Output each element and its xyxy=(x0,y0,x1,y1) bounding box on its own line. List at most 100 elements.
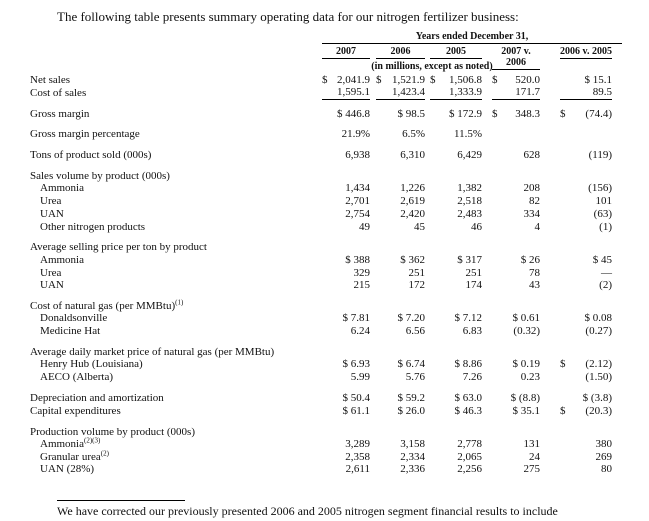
row-label: UAN xyxy=(40,279,318,292)
cell: 251 xyxy=(465,266,483,279)
cell: $ (8.8) xyxy=(510,391,540,404)
row: Gross margin $ 446.8 $ 98.5 $ 172.9 $348.3 $(… xyxy=(0,108,649,121)
row: UAN 2,754 2,420 2,483 334 (63) xyxy=(0,208,649,221)
amount: 348.3 xyxy=(515,107,540,120)
cell: 1,333.9 xyxy=(430,86,482,100)
label: Donaldsonville xyxy=(40,312,108,325)
row: Donaldsonville $ 7.81 $ 7.20 $ 7.12 $ 0.61 $ … xyxy=(0,312,649,325)
row-label: Ammonia xyxy=(40,182,318,195)
section: Sales volume by product (000s) Ammonia 1,4… xyxy=(0,170,649,233)
cell: $ 7.20 xyxy=(397,312,426,325)
label-text: UAN (28%) xyxy=(40,463,94,476)
label-text: Ammonia(2)(3) xyxy=(40,437,100,451)
table-body: Net sales $2,041.9 $1,521.9 $1,506.8 $520.0 $… xyxy=(0,74,649,476)
cell: $ (20.3) xyxy=(560,405,612,418)
label-text: UAN xyxy=(40,208,64,221)
cell: 2,420 xyxy=(400,207,425,220)
cell: $ 50.4 xyxy=(342,391,371,404)
intro: The following table presents summary ope… xyxy=(57,9,519,24)
cell: 208 xyxy=(523,182,541,195)
cell: 24 xyxy=(529,450,540,463)
column-header: 2006 xyxy=(376,46,425,59)
cell: 2,778 xyxy=(457,437,482,450)
section-heading: Sales volume by product (000s) xyxy=(0,170,280,182)
row-label: Ammonia(2)(3) xyxy=(40,437,318,451)
row-label: Tons of product sold (000s) xyxy=(30,149,318,162)
section-heading: Average selling price per ton by product xyxy=(0,241,280,253)
label: Capital expenditures xyxy=(30,404,121,417)
footnote-rule xyxy=(57,500,185,501)
group-header: Years ended December 31, xyxy=(322,31,622,44)
cell: $ (3.8) xyxy=(582,391,612,404)
label-text: Ammonia xyxy=(40,254,84,267)
cell: 6.83 xyxy=(462,325,482,338)
section-heading: Cost of natural gas (per MMBtu)(1) xyxy=(0,299,280,312)
amount: (74.4) xyxy=(585,107,612,120)
cell: $1,521.9 xyxy=(376,74,425,87)
cell: (0.32) xyxy=(513,325,540,338)
cell: $348.3 xyxy=(492,108,540,121)
row-label: Henry Hub (Louisiana) xyxy=(40,358,318,371)
row-label: Capital expenditures xyxy=(30,405,318,418)
cell: 2,619 xyxy=(400,195,425,208)
cell: 3,289 xyxy=(345,437,370,450)
cell: $ 6.93 xyxy=(342,358,371,371)
cell: 174 xyxy=(465,279,483,292)
label-text: Cost of sales xyxy=(30,87,86,100)
row-label: UAN (28%) xyxy=(40,463,318,476)
row: Other nitrogen products 49 45 46 4 (1) xyxy=(0,221,649,234)
cell: $ 172.9 xyxy=(449,107,482,120)
label: Depreciation and amortization xyxy=(30,391,164,404)
cell: 1,423.4 xyxy=(376,86,425,100)
row: Urea 2,701 2,619 2,518 82 101 xyxy=(0,195,649,208)
cell: $ 8.86 xyxy=(454,358,483,371)
amount: (2.12) xyxy=(585,358,612,371)
amount: 520.0 xyxy=(515,74,540,86)
row-label: Urea xyxy=(40,195,318,208)
cell: 334 xyxy=(523,207,541,220)
label-text: AECO (Alberta) xyxy=(40,371,113,384)
amount: 2,041.9 xyxy=(337,74,370,86)
cell: 6,310 xyxy=(400,149,425,162)
cell: 2,754 xyxy=(345,207,370,220)
row-label: Net sales xyxy=(30,74,318,87)
cell: $ 26 xyxy=(520,253,540,266)
label-text: Net sales xyxy=(30,74,70,87)
label: Gross margin xyxy=(30,107,90,120)
cell: $ 0.61 xyxy=(512,312,541,325)
heading-text: Sales volume by product (000s) xyxy=(30,169,170,182)
label: Ammonia xyxy=(40,253,84,266)
cell: 101 xyxy=(595,195,613,208)
row: Depreciation and amortization $ 50.4 $ 59.… xyxy=(0,392,649,405)
cell: 628 xyxy=(523,149,541,162)
cell: 6,938 xyxy=(345,149,370,162)
section: Cost of natural gas (per MMBtu)(1) Donald… xyxy=(0,299,649,338)
heading-text: Average selling price per ton by product xyxy=(30,241,207,254)
label: UAN xyxy=(40,207,64,220)
section: Net sales $2,041.9 $1,521.9 $1,506.8 $520.0 $… xyxy=(0,74,649,100)
section-heading: Production volume by product (000s) xyxy=(0,426,280,438)
cell: $ 63.0 xyxy=(454,391,483,404)
cell: 171.7 xyxy=(492,86,540,100)
cell: $ 388 xyxy=(345,253,370,266)
cell: 2,518 xyxy=(457,195,482,208)
cell: 49 xyxy=(359,220,370,233)
cell: 380 xyxy=(595,437,613,450)
label-text: Donaldsonville xyxy=(40,312,107,325)
label: Granular urea xyxy=(40,450,101,463)
row: UAN (28%) 2,611 2,336 2,256 275 80 xyxy=(0,463,649,476)
cell: 89.5 xyxy=(560,86,612,100)
cell: 2,611 xyxy=(345,463,370,476)
cell: 1,382 xyxy=(457,182,482,195)
cell: 172 xyxy=(408,279,426,292)
label-text: Medicine Hat xyxy=(40,325,100,338)
column-header: 2007 v. 2006 xyxy=(492,46,540,70)
currency: $ xyxy=(322,74,328,86)
row: AECO (Alberta) 5.99 5.76 7.26 0.23 (1.50) xyxy=(0,371,649,384)
row-label: Depreciation and amortization xyxy=(30,392,318,405)
row-label: Gross margin percentage xyxy=(30,128,318,141)
cell: 3,158 xyxy=(400,437,425,450)
label: Ammonia xyxy=(40,182,84,195)
label-text: Urea xyxy=(40,195,61,208)
cell: (119) xyxy=(588,149,612,162)
